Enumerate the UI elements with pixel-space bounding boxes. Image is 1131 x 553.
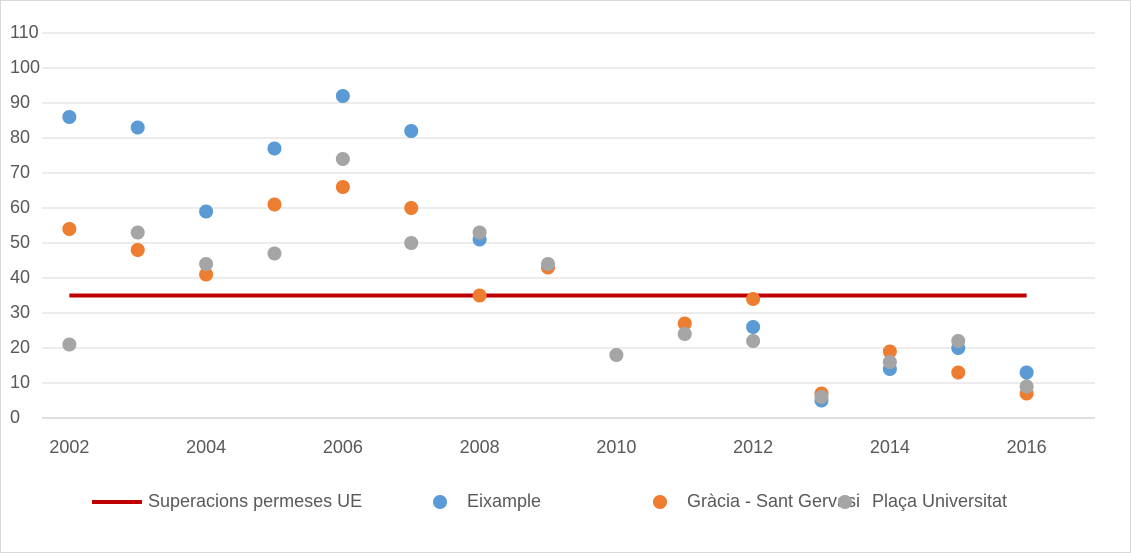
y-tick-label: 100: [10, 57, 40, 77]
y-tick-label: 30: [10, 302, 30, 322]
x-tick-label: 2014: [870, 437, 910, 457]
data-point: [267, 246, 282, 261]
data-point: [677, 327, 692, 341]
data-point: [130, 120, 145, 135]
data-point: [335, 152, 350, 166]
data-point: [62, 110, 77, 124]
x-tick-label: 2004: [186, 437, 226, 457]
y-tick-label: 10: [10, 372, 30, 392]
data-point: [882, 344, 897, 359]
y-tick-label: 0: [10, 407, 20, 427]
data-point: [404, 124, 419, 138]
data-point: [746, 292, 761, 306]
data-point: [609, 348, 624, 362]
legend-marker: [433, 495, 447, 509]
data-point: [130, 243, 145, 257]
data-point: [199, 267, 214, 282]
data-point: [746, 320, 761, 334]
data-point: [199, 204, 214, 219]
y-tick-label: 40: [10, 267, 30, 287]
data-point: [335, 89, 350, 103]
x-tick-label: 2010: [596, 437, 636, 457]
data-point: [62, 337, 77, 352]
data-point: [677, 316, 692, 331]
data-point: [1019, 365, 1034, 380]
x-tick-label: 2008: [460, 437, 500, 457]
data-point: [951, 365, 966, 380]
data-point: [472, 288, 487, 303]
data-point: [1019, 379, 1034, 394]
data-point: [882, 355, 897, 369]
x-tick-label: 2016: [1007, 437, 1047, 457]
legend-label: Plaça Universitat: [872, 491, 1007, 511]
y-tick-label: 20: [10, 337, 30, 357]
legend-label: Eixample: [467, 491, 541, 511]
y-tick-label: 50: [10, 232, 30, 252]
legend-marker: [838, 495, 852, 509]
data-point: [130, 225, 145, 240]
x-tick-label: 2006: [323, 437, 363, 457]
data-point: [746, 334, 761, 348]
data-point: [951, 334, 966, 348]
legend-marker: [653, 495, 667, 509]
data-point: [404, 201, 419, 215]
legend-label: Superacions permeses UE: [148, 491, 362, 511]
x-tick-label: 2002: [49, 437, 89, 457]
x-tick-label: 2012: [733, 437, 773, 457]
data-point: [62, 222, 77, 236]
y-tick-label: 70: [10, 162, 30, 182]
y-tick-label: 110: [10, 22, 39, 42]
data-point: [335, 180, 350, 194]
data-point: [472, 225, 487, 240]
legend-label: Gràcia - Sant Gervasi: [687, 491, 860, 511]
data-point: [267, 197, 282, 212]
data-point: [267, 141, 282, 156]
y-tick-label: 80: [10, 127, 30, 147]
y-tick-label: 60: [10, 197, 30, 217]
data-point: [814, 390, 829, 404]
y-tick-label: 90: [10, 92, 30, 112]
data-point: [540, 257, 555, 271]
data-point: [199, 257, 214, 271]
data-point: [404, 236, 419, 250]
